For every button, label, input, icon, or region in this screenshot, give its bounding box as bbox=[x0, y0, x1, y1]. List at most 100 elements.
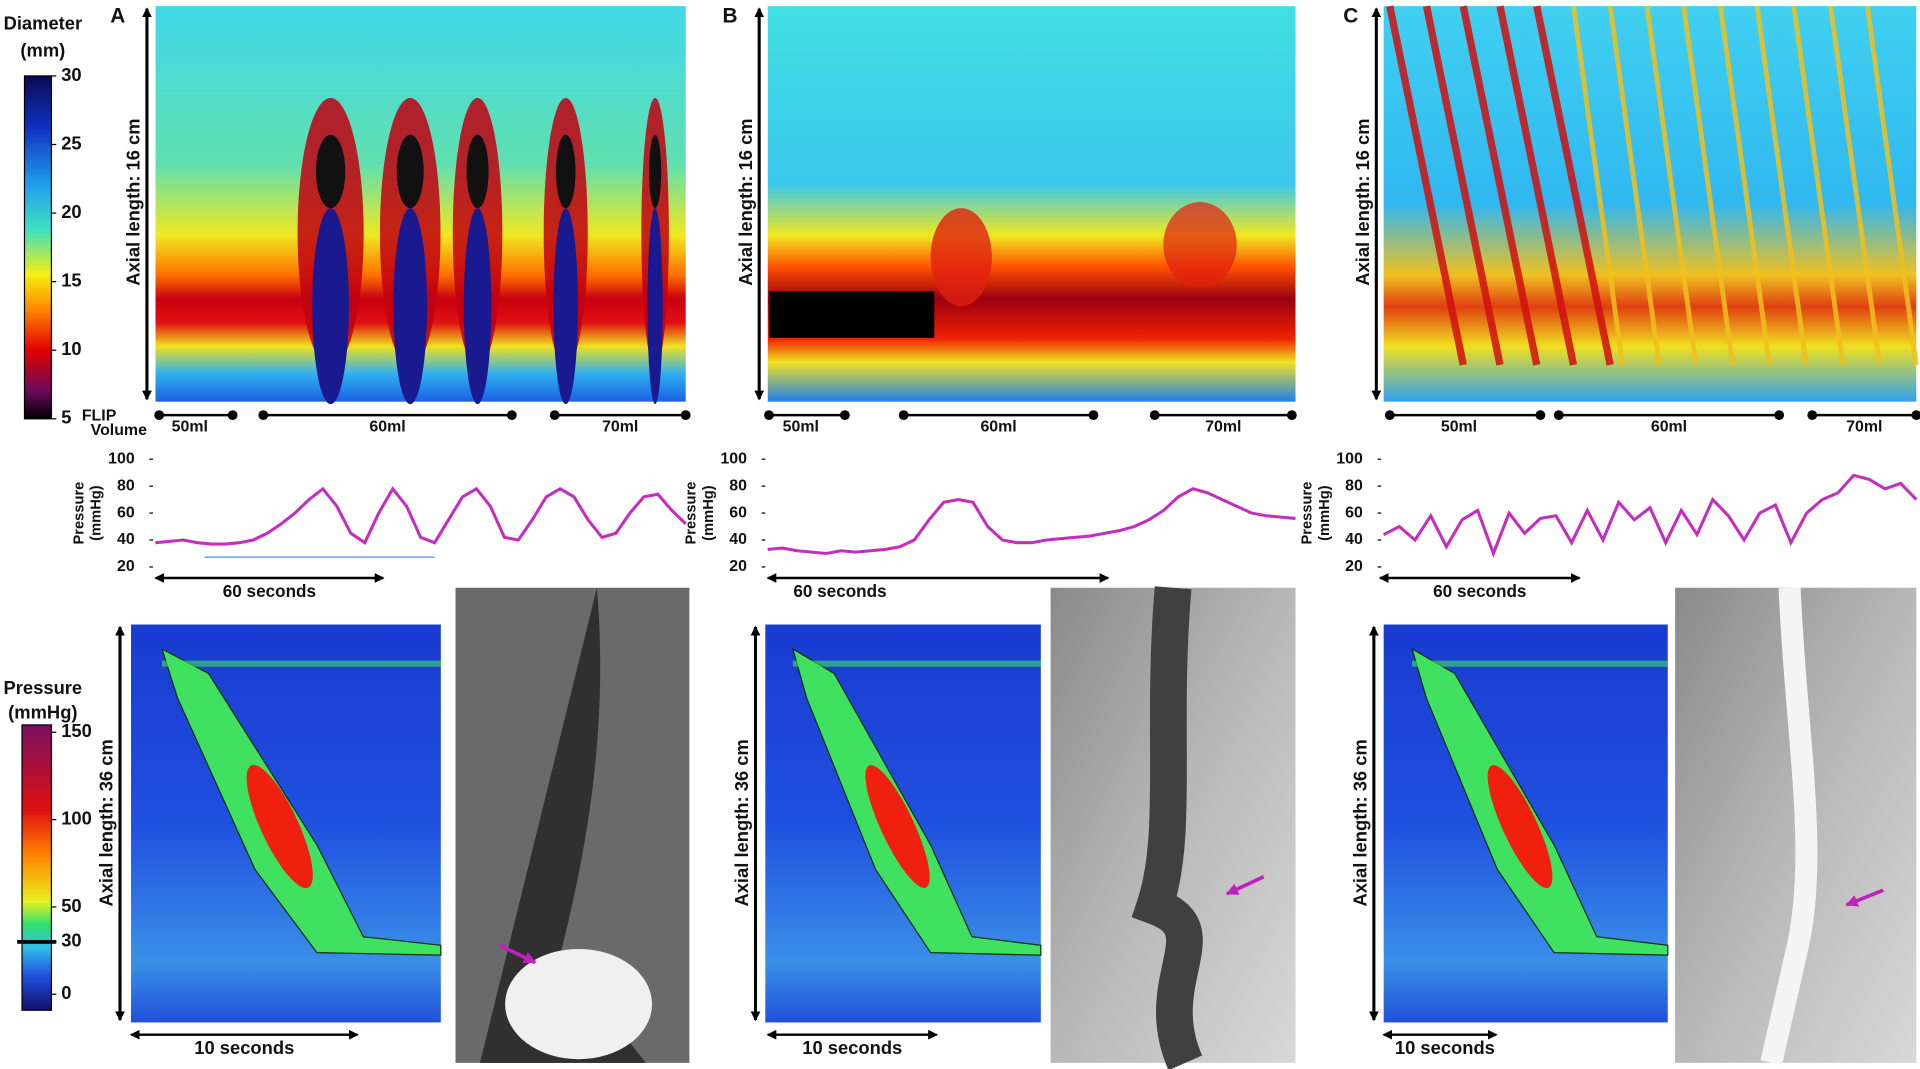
y-axis-label: (mmHg) bbox=[1317, 485, 1333, 541]
axis-label: Axial length: 16 cm bbox=[735, 118, 756, 285]
y-tick-label: 60 bbox=[117, 504, 135, 521]
pressure-trace bbox=[767, 487, 1296, 556]
colorbar-tick-label: 50 bbox=[61, 895, 81, 916]
colorbar-tick-label: 25 bbox=[61, 132, 81, 153]
volume-dot bbox=[1553, 410, 1564, 421]
volume-dot bbox=[1088, 410, 1099, 421]
volume-label: 70ml bbox=[1205, 419, 1241, 436]
pointer-arrow bbox=[498, 943, 537, 965]
time-label: 60 seconds bbox=[223, 581, 316, 601]
contraction bbox=[1163, 202, 1237, 288]
volume-dot bbox=[154, 410, 165, 421]
volume-label: 60ml bbox=[1651, 419, 1687, 436]
y-tick-label: 40 bbox=[729, 531, 747, 548]
colorbar-title: Pressure bbox=[4, 677, 83, 698]
flip-heatmap bbox=[1383, 6, 1917, 402]
contraction bbox=[1459, 5, 1541, 366]
volume-label: 70ml bbox=[602, 419, 638, 436]
peristaltic-band bbox=[1411, 647, 1669, 956]
panel-letter: B bbox=[722, 5, 737, 28]
y-axis-label: Pressure bbox=[684, 482, 700, 545]
contraction bbox=[1644, 5, 1699, 366]
contraction bbox=[1791, 5, 1846, 366]
y-tick-label: 40 bbox=[1345, 531, 1363, 548]
contraction bbox=[553, 208, 578, 405]
axis-label: Axial length: 36 cm bbox=[731, 739, 752, 906]
peak-pressure bbox=[246, 765, 313, 889]
colorbar-title: Diameter bbox=[4, 12, 83, 33]
y-axis-label: (mmHg) bbox=[89, 485, 105, 541]
contraction bbox=[1681, 5, 1736, 366]
volume-dot bbox=[258, 410, 269, 421]
volume-label: 50ml bbox=[172, 419, 208, 436]
volume-dot bbox=[1149, 410, 1160, 421]
contraction bbox=[555, 134, 576, 209]
panel-letter: C bbox=[1343, 5, 1358, 28]
volume-dot bbox=[1774, 410, 1785, 421]
volume-label: 70ml bbox=[1846, 419, 1882, 436]
esophagus bbox=[480, 587, 646, 1063]
volume-dot bbox=[764, 410, 774, 421]
time-label: 10 seconds bbox=[1395, 1037, 1495, 1058]
contraction bbox=[396, 134, 424, 209]
contraction bbox=[1864, 5, 1919, 366]
colorbar-title: (mmHg) bbox=[8, 702, 77, 723]
contraction bbox=[463, 208, 492, 405]
time-label: 10 seconds bbox=[194, 1037, 294, 1058]
y-axis-label: Pressure bbox=[1300, 482, 1316, 545]
colorbar-tick-label: 5 bbox=[61, 407, 71, 428]
pointer-arrow bbox=[1845, 888, 1884, 907]
volume-label: 50ml bbox=[1441, 419, 1477, 436]
time-label: 60 seconds bbox=[793, 581, 886, 601]
colorbar-tick-label: 15 bbox=[61, 269, 81, 290]
contraction bbox=[1754, 5, 1809, 366]
contraction bbox=[1607, 5, 1662, 366]
pressure-trace bbox=[1382, 473, 1918, 558]
contraction bbox=[393, 208, 428, 405]
contraction bbox=[1717, 5, 1772, 366]
time-label: 10 seconds bbox=[802, 1037, 902, 1058]
esophagus bbox=[1760, 587, 1818, 1066]
axis-label: Axial length: 36 cm bbox=[96, 739, 117, 906]
volume-dot bbox=[898, 410, 909, 421]
contraction bbox=[315, 134, 346, 209]
pointer-arrow bbox=[1225, 875, 1265, 896]
panel-letter: A bbox=[110, 5, 125, 28]
volume-label: 50ml bbox=[783, 419, 819, 436]
volume-label: 60ml bbox=[980, 419, 1016, 436]
contraction bbox=[1533, 5, 1614, 366]
y-tick-label: 20 bbox=[729, 558, 747, 575]
y-tick-label: 100 bbox=[108, 450, 135, 467]
y-tick-label: 80 bbox=[729, 477, 747, 494]
contraction bbox=[930, 208, 992, 307]
colorbar-title: (mm) bbox=[20, 39, 65, 60]
volume-dot bbox=[1807, 410, 1818, 421]
y-tick-label: 60 bbox=[1345, 504, 1363, 521]
pressure-trace-dots bbox=[1383, 474, 1917, 556]
y-tick-label: 80 bbox=[1345, 477, 1363, 494]
contraction bbox=[466, 134, 489, 209]
colorbar-tick-label: 150 bbox=[61, 720, 92, 741]
flip-volume-label: Volume bbox=[91, 422, 147, 439]
axis-label: Axial length: 16 cm bbox=[1352, 118, 1373, 285]
flip-volume-label: FLIP bbox=[82, 408, 117, 425]
axis-label: Axial length: 16 cm bbox=[123, 118, 144, 285]
contraction bbox=[647, 208, 663, 405]
volume-dot bbox=[549, 410, 560, 421]
contraction bbox=[1422, 5, 1504, 366]
volume-dot bbox=[680, 410, 691, 421]
y-axis-label: Pressure bbox=[71, 482, 87, 545]
colorbar-tick-label: 100 bbox=[61, 807, 92, 828]
colorbar-tick-label: 20 bbox=[61, 201, 81, 222]
y-tick-label: 60 bbox=[729, 504, 747, 521]
axis-label: Axial length: 36 cm bbox=[1349, 739, 1370, 906]
colorbar-tick-label: 30 bbox=[61, 64, 81, 85]
y-tick-label: 20 bbox=[1345, 558, 1363, 575]
volume-dot bbox=[1535, 410, 1546, 421]
esophagus bbox=[1131, 586, 1203, 1069]
contraction bbox=[1571, 5, 1625, 366]
volume-dot bbox=[1286, 410, 1297, 421]
volume-dot bbox=[506, 410, 517, 421]
peristaltic-band bbox=[791, 647, 1042, 956]
diameter-colorbar bbox=[23, 75, 53, 420]
